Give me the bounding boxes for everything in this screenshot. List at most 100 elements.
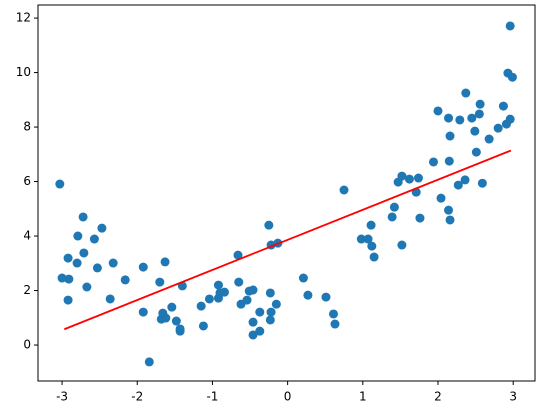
plot-frame [37, 4, 536, 382]
point [138, 262, 148, 272]
y-tick-label: 8 [23, 120, 31, 134]
point [82, 282, 92, 292]
point [444, 205, 454, 215]
y-tick-label: 2 [23, 283, 31, 297]
x-tick-label: -3 [56, 390, 68, 404]
point [363, 234, 373, 244]
point [89, 234, 99, 244]
y-tick-label: 6 [23, 174, 31, 188]
x-tick-label: 1 [359, 390, 367, 404]
point [505, 114, 515, 124]
point [369, 252, 379, 262]
point [175, 326, 185, 336]
point [265, 288, 275, 298]
point [498, 101, 508, 111]
point [397, 171, 407, 181]
point [356, 234, 366, 244]
point [248, 317, 258, 327]
point [266, 307, 276, 317]
x-tick-label: 2 [434, 390, 442, 404]
point [460, 175, 470, 185]
point [219, 287, 229, 297]
point [167, 302, 177, 312]
point [105, 294, 115, 304]
point [73, 231, 83, 241]
point [339, 185, 349, 195]
fit-line [63, 149, 512, 331]
point [248, 285, 258, 295]
point [415, 213, 425, 223]
point [467, 113, 477, 123]
x-tick-label: 0 [284, 390, 292, 404]
point [433, 106, 443, 116]
point [55, 179, 65, 189]
point [264, 220, 274, 230]
point [97, 223, 107, 233]
point [144, 357, 154, 367]
point [255, 326, 265, 336]
y-tick-label: 0 [23, 338, 31, 352]
point [404, 174, 414, 184]
point [255, 307, 265, 317]
point [461, 88, 471, 98]
point [366, 220, 376, 230]
point [389, 202, 399, 212]
point [328, 309, 338, 319]
point [120, 275, 130, 285]
point [303, 290, 313, 300]
point [445, 215, 455, 225]
point [474, 109, 484, 119]
point [198, 321, 208, 331]
point [505, 21, 515, 31]
point [475, 99, 485, 109]
point [155, 277, 165, 287]
point [108, 258, 118, 268]
point [367, 241, 377, 251]
point [161, 313, 171, 323]
y-tick-label: 4 [23, 229, 31, 243]
point [213, 280, 223, 290]
x-tick-label: -2 [131, 390, 143, 404]
point [160, 257, 170, 267]
point [484, 134, 494, 144]
point [387, 212, 397, 222]
point [138, 307, 148, 317]
point [72, 258, 82, 268]
point [78, 212, 88, 222]
point [321, 292, 331, 302]
point [428, 157, 438, 167]
point [63, 253, 73, 263]
point [196, 301, 206, 311]
point [507, 72, 517, 82]
y-tick-label: 10 [16, 65, 31, 79]
point [248, 330, 258, 340]
point [477, 178, 487, 188]
point [242, 295, 252, 305]
point [204, 294, 214, 304]
point [493, 123, 503, 133]
point [63, 295, 73, 305]
point [64, 274, 74, 284]
point [413, 173, 423, 183]
point [79, 248, 89, 258]
point [92, 263, 102, 273]
point [171, 316, 181, 326]
x-tick-label: 3 [509, 390, 517, 404]
x-tick-label: -1 [206, 390, 218, 404]
point [444, 156, 454, 166]
point [298, 273, 308, 283]
point [453, 180, 463, 190]
y-tick-label: 12 [16, 11, 31, 25]
point [265, 315, 275, 325]
point [330, 319, 340, 329]
point [436, 193, 446, 203]
point [444, 113, 454, 123]
point [57, 273, 67, 283]
point [233, 250, 243, 260]
point [471, 147, 481, 157]
point [455, 115, 465, 125]
point [445, 131, 455, 141]
point [234, 277, 244, 287]
point [470, 126, 480, 136]
